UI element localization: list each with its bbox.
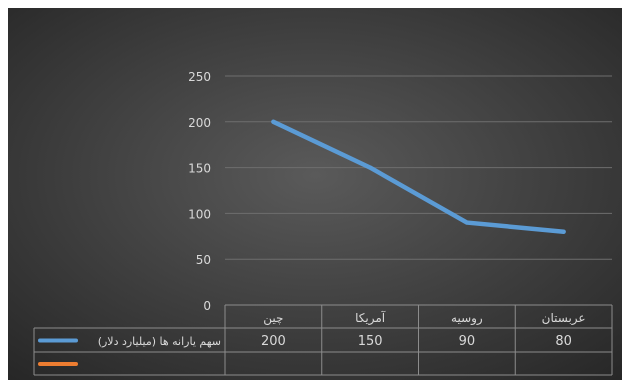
data-point [464, 220, 469, 225]
gridlines [225, 75, 612, 260]
x-tick-label: روسیه [451, 311, 483, 326]
y-tick-label: 50 [196, 253, 211, 267]
x-tick-label: آمریکا [355, 310, 386, 326]
series-layer [271, 119, 566, 234]
y-tick-label: 0 [203, 299, 211, 313]
y-tick-label: 100 [188, 207, 211, 221]
series-line [271, 119, 566, 234]
x-tick-label: چین [263, 311, 283, 326]
data-point [271, 119, 276, 124]
y-tick-label: 250 [188, 70, 211, 84]
data-point [368, 165, 373, 170]
y-axis-ticks: 0 50 100 150 200 250 [188, 70, 211, 313]
data-table-value: 200 [261, 334, 286, 349]
data-table: چین آمریکا روسیه عربستان سهم یارانه ها (میلی… [33, 304, 613, 376]
y-tick-label: 150 [188, 162, 211, 176]
data-table-value: 90 [459, 334, 476, 349]
data-table-value: 150 [358, 334, 383, 349]
x-tick-label: عربستان [542, 311, 586, 326]
data-table-value: 80 [555, 334, 572, 349]
legend-entry: سهم یارانه ها (میلیارد دلار) [98, 335, 221, 348]
chart-background [8, 8, 622, 380]
y-tick-label: 200 [188, 116, 211, 130]
data-point [561, 229, 566, 234]
